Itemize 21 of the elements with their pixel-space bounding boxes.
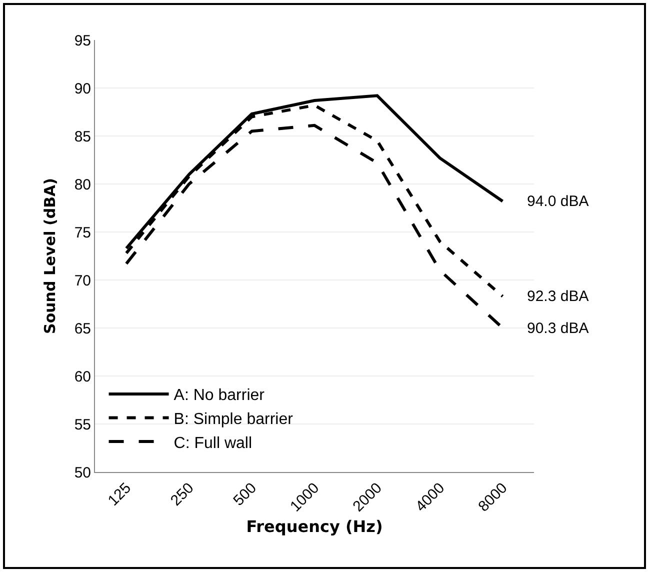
y-tick-label: 50 bbox=[74, 464, 91, 482]
x-tick-label: 250 bbox=[167, 480, 198, 510]
y-tick-label: 80 bbox=[74, 176, 91, 194]
legend-label: C: Full wall bbox=[174, 434, 252, 452]
y-tick-label: 60 bbox=[74, 368, 91, 386]
x-axis-title: Frequency (Hz) bbox=[246, 517, 383, 536]
y-tick-label: 70 bbox=[74, 272, 91, 290]
x-tick-label: 500 bbox=[230, 480, 260, 510]
y-axis-title: Sound Level (dBA) bbox=[41, 178, 59, 334]
y-tick-label: 55 bbox=[74, 416, 91, 434]
y-tick-label: 85 bbox=[74, 128, 91, 146]
legend-label: B: Simple barrier bbox=[174, 410, 294, 428]
y-tick-label: 90 bbox=[74, 80, 91, 98]
y-tick-label: 95 bbox=[74, 32, 91, 50]
annotation: 92.3 dBA bbox=[527, 288, 589, 305]
legend-label: A: No barrier bbox=[174, 387, 266, 404]
y-tick-label: 75 bbox=[74, 224, 91, 242]
y-tick-label: 65 bbox=[74, 320, 91, 338]
annotation: 94.0 dBA bbox=[527, 193, 589, 210]
annotation: 90.3 dBA bbox=[527, 320, 589, 337]
x-tick-label: 125 bbox=[104, 480, 134, 510]
